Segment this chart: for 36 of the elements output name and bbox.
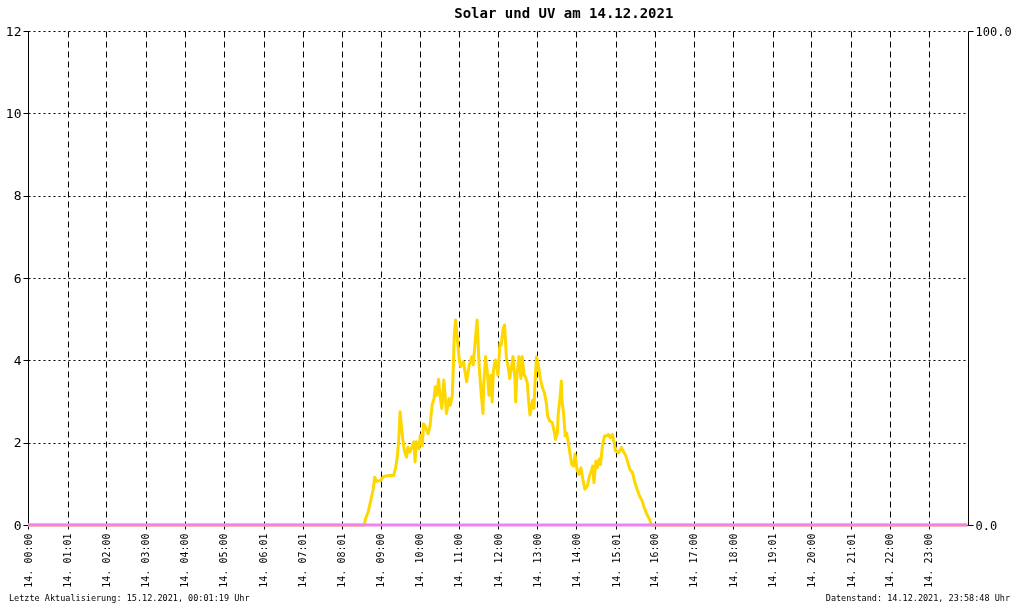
x-tick-label: 14. 22:00 — [884, 533, 896, 588]
x-tick-label: 14. 16:00 — [649, 533, 661, 588]
x-tick-label: 14. 17:00 — [688, 533, 700, 588]
x-tick-label: 14. 05:00 — [218, 533, 230, 588]
y-tick-label: 0 — [13, 517, 22, 533]
y-tick-label: 6 — [13, 270, 22, 286]
x-tick-label: 14. 18:00 — [727, 533, 739, 588]
x-tick-label: 14. 19:01 — [767, 533, 779, 588]
x-tick-label: 14. 11:00 — [453, 533, 465, 588]
x-tick-label: 14. 20:00 — [805, 533, 817, 588]
x-tick-label: 14. 10:00 — [414, 533, 426, 588]
x-tick-label: 14. 23:00 — [923, 533, 935, 588]
x-tick-label: 14. 12:00 — [492, 533, 504, 588]
y-tick-label: 10 — [5, 105, 22, 121]
x-tick-label: 14. 04:00 — [179, 533, 191, 588]
x-tick-label: 14. 03:00 — [140, 533, 151, 588]
x-tick-label: 14. 21:01 — [845, 533, 857, 588]
chart-title: Solar und UV am 14.12.2021 — [454, 5, 674, 21]
x-tick-label: 14. 00:00 — [22, 533, 34, 588]
text: Letzte Aktualisierung: 15.12.2021, 00:01:19 Uhr — [9, 593, 250, 603]
y2-tick-label: 0.0 — [975, 518, 998, 533]
text: Datenstand: 14.12.2021, 23:58:48 Uhr — [825, 593, 1010, 603]
x-tick-label: 14. 09:00 — [375, 533, 386, 588]
y-tick-label: 4 — [13, 352, 22, 368]
y2-tick-label: 100.0 — [975, 24, 1012, 39]
x-tick-label: 14. 01:01 — [62, 533, 74, 588]
y-tick-label: 8 — [13, 188, 22, 204]
y-tick-label: 12 — [5, 23, 22, 39]
x-tick-label: 14. 13:00 — [531, 533, 543, 588]
x-tick-label: 14. 14:00 — [570, 533, 582, 588]
x-tick-label: 14. 08:01 — [336, 533, 348, 588]
x-tick-label: 14. 15:01 — [610, 533, 622, 588]
y-tick-label: 2 — [13, 435, 22, 451]
x-tick-label: 14. 06:01 — [258, 533, 270, 588]
x-tick-label: 14. 07:01 — [297, 533, 309, 588]
x-tick-label: 14. 02:00 — [100, 533, 112, 588]
